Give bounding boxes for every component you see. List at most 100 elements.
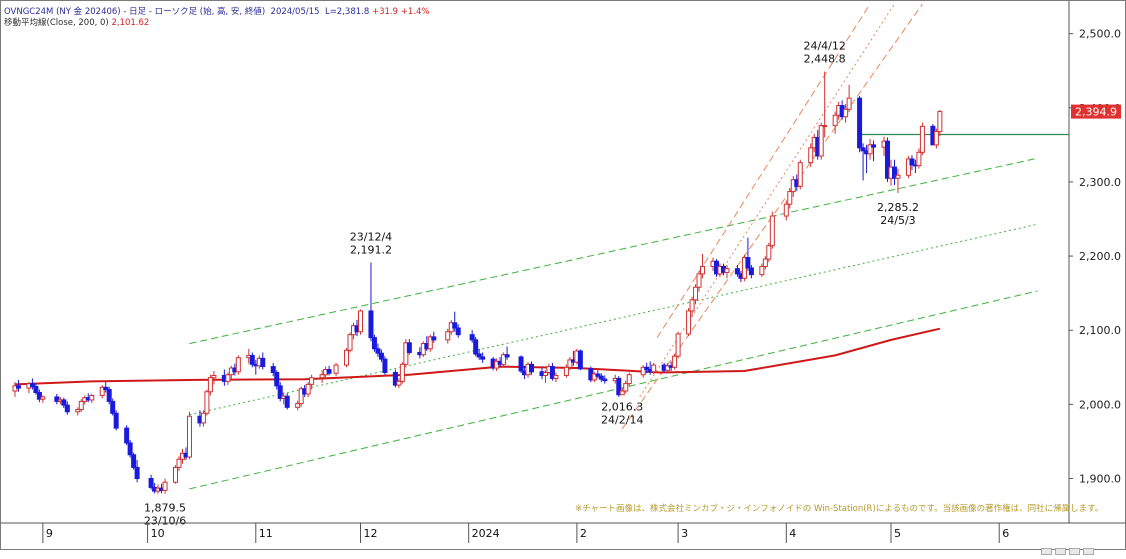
- scroll-next-button[interactable]: [1069, 548, 1080, 555]
- copyright-notice: ※チャート画像は、株式会社ミンカブ・ジ・インフォノイドの Win-Station…: [575, 504, 1104, 514]
- price-tick-label: 2,000.0: [1079, 398, 1121, 411]
- last-price: L=2,381.8: [324, 7, 370, 17]
- candle: [452, 311, 458, 332]
- channel-line-steep-mid: [639, 3, 895, 398]
- candle: [895, 168, 901, 193]
- candle: [103, 382, 109, 393]
- candle: [766, 242, 772, 263]
- symbol-code: OVNGC24M: [4, 7, 54, 17]
- candle: [933, 128, 939, 149]
- candle-body: [211, 374, 217, 379]
- candle-body: [762, 258, 768, 267]
- candle: [15, 379, 21, 392]
- candle: [651, 362, 657, 374]
- candle-body: [895, 174, 901, 179]
- candle: [61, 397, 67, 409]
- candle-body: [326, 369, 332, 374]
- candle-body: [651, 364, 657, 373]
- candle: [406, 339, 412, 355]
- candle: [225, 372, 231, 386]
- candle: [480, 352, 486, 363]
- candle: [427, 334, 433, 352]
- candle-body: [724, 268, 730, 273]
- candle: [644, 362, 650, 374]
- candle: [797, 159, 803, 190]
- candle-body: [696, 273, 702, 288]
- candle-body: [106, 389, 112, 402]
- candle: [54, 393, 60, 405]
- candle-body: [700, 265, 706, 275]
- candle-body: [89, 394, 95, 401]
- candle: [626, 372, 632, 386]
- candle-body: [382, 358, 388, 373]
- candle-body: [542, 371, 548, 376]
- candle-body: [567, 359, 573, 368]
- annotation-value: 2,191.2: [350, 244, 392, 257]
- candle-body: [162, 481, 168, 491]
- candle-body: [298, 388, 304, 405]
- candle: [832, 111, 838, 134]
- candle: [36, 389, 42, 403]
- current-price-tag-label: 2,394.9: [1075, 106, 1117, 119]
- trend-channel-lines: [189, 3, 1038, 490]
- candle: [131, 452, 137, 470]
- channel-line-long-upper: [189, 157, 1038, 345]
- time-axis: 9 10 11 12 2024 2 3 4 5 6: [42, 523, 1009, 543]
- candle: [905, 155, 911, 179]
- candle-body: [319, 374, 325, 379]
- candle-body: [675, 333, 681, 357]
- scroll-prev-button[interactable]: [1055, 548, 1066, 555]
- candle-body: [207, 377, 213, 393]
- candle-body: [563, 366, 569, 376]
- candle: [469, 330, 475, 343]
- candle: [162, 478, 168, 494]
- candle: [319, 370, 325, 383]
- candle: [916, 148, 922, 169]
- ma-label: 移動平均線(Close, 200, 0): [4, 18, 109, 28]
- ma-value: 2,101.62: [111, 18, 150, 28]
- candle: [40, 395, 46, 403]
- time-tick-label: 2: [580, 527, 587, 540]
- candle-body: [591, 373, 597, 381]
- candle-body: [235, 357, 241, 373]
- candle-body: [78, 400, 84, 411]
- candle-body: [787, 191, 793, 205]
- candle: [204, 389, 210, 416]
- candle: [734, 264, 740, 277]
- candle-body: [75, 409, 81, 413]
- candle: [78, 399, 84, 412]
- candle: [787, 187, 793, 209]
- chart-scroll-controls: [1041, 540, 1121, 555]
- candle-body: [769, 215, 775, 247]
- time-tick-label: 9: [46, 527, 53, 540]
- candle-body: [249, 354, 255, 365]
- candle-body: [357, 310, 363, 333]
- scroll-first-button[interactable]: [1041, 548, 1052, 555]
- candle-body: [766, 245, 772, 260]
- candle-body: [843, 108, 849, 118]
- candle: [693, 284, 699, 305]
- candle-body: [200, 412, 206, 424]
- candle-body: [933, 131, 939, 146]
- time-tick-label: 3: [681, 527, 688, 540]
- time-tick-label: 11: [259, 527, 273, 540]
- candle: [455, 324, 461, 338]
- moving-average-legend: 移動平均線(Close, 200, 0) 2,101.62: [4, 16, 149, 28]
- candle: [64, 401, 70, 415]
- candle-body: [148, 478, 154, 488]
- candle-body: [480, 356, 486, 360]
- price-tick-label: 2,300.0: [1079, 176, 1121, 189]
- candle: [891, 159, 897, 185]
- candle-body: [529, 363, 535, 373]
- price-change: +31.9: [371, 7, 399, 17]
- candle-body: [602, 378, 608, 382]
- candle-body: [368, 310, 374, 339]
- candle-body: [672, 355, 678, 368]
- time-tick-label: 10: [151, 527, 165, 540]
- scroll-last-button[interactable]: [1083, 548, 1094, 555]
- candle: [602, 375, 608, 384]
- candle-body: [186, 415, 192, 458]
- candle-body: [445, 331, 451, 341]
- moving-average-200-line: [14, 327, 941, 386]
